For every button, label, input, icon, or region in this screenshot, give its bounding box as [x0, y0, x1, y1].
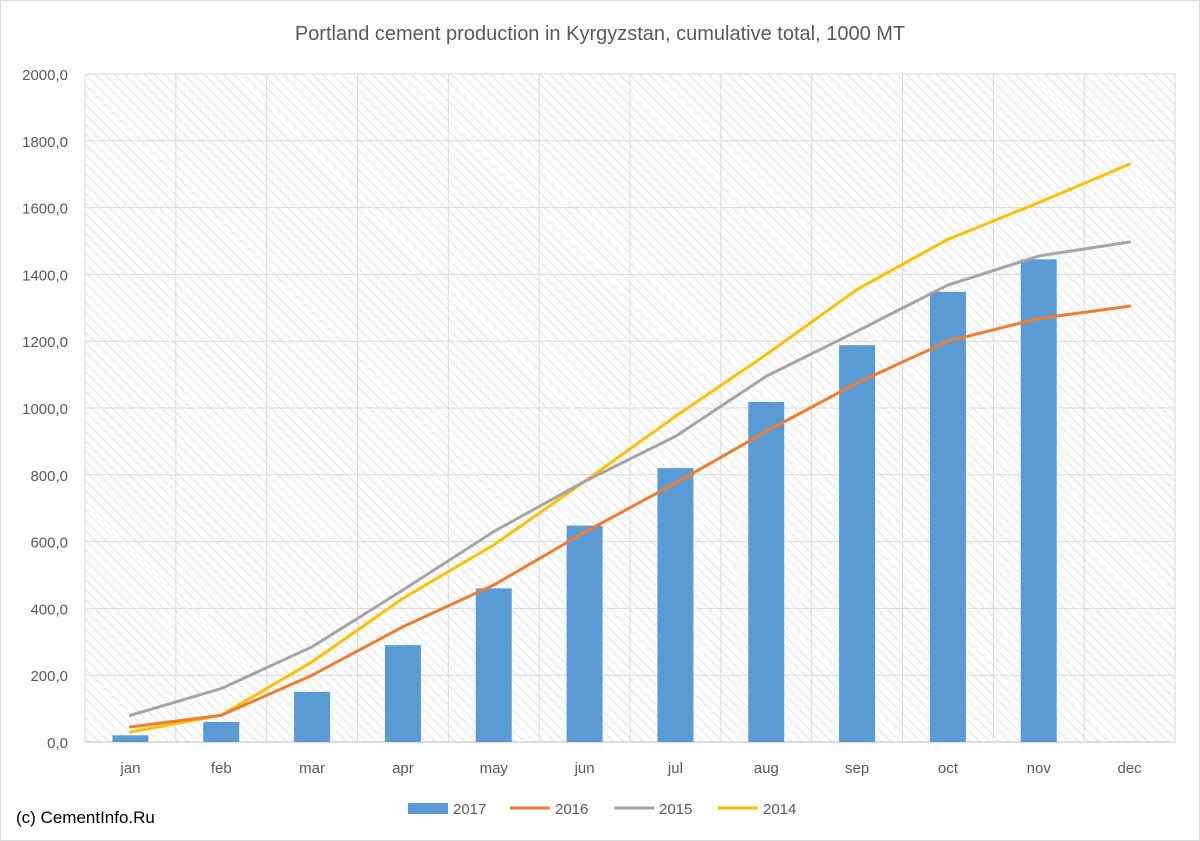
y-tick-label: 1200,0: [22, 334, 68, 351]
bar-2017-jan: [112, 735, 149, 742]
bar-series: [112, 259, 1057, 742]
grid-lines: [84, 73, 1176, 743]
legend-label-2016: 2016: [555, 801, 588, 818]
line-series: [128, 162, 1132, 734]
y-tick-label: 1800,0: [22, 134, 68, 151]
y-tick-label: 200,0: [30, 668, 68, 685]
y-tick-label: 600,0: [30, 535, 68, 552]
bar-2017-feb: [203, 721, 240, 742]
x-tick-label: aug: [754, 760, 779, 777]
x-tick-label: dec: [1117, 760, 1142, 777]
x-tick-label: jun: [574, 760, 595, 777]
y-tick-label: 0,0: [47, 735, 68, 752]
x-tick-label: oct: [938, 760, 959, 777]
x-tick-label: feb: [211, 760, 232, 777]
y-tick-label: 1000,0: [22, 401, 68, 418]
x-tick-label: nov: [1027, 760, 1052, 777]
x-tick-label: jan: [119, 760, 140, 777]
line-2016: [128, 304, 1132, 729]
credit-text: (c) CementInfo.Ru: [16, 808, 155, 827]
x-tick-label: sep: [845, 760, 869, 777]
legend-swatch-2017: [408, 803, 448, 814]
y-tick-label: 2000,0: [22, 67, 68, 84]
x-tick-label: jul: [667, 760, 683, 777]
bar-2017-oct: [929, 291, 966, 742]
bar-2017-jun: [566, 525, 603, 742]
y-tick-label: 400,0: [30, 601, 68, 618]
legend: 2017 2016 2015 2014: [408, 801, 796, 818]
x-tick-label: may: [480, 760, 509, 777]
legend-label-2015: 2015: [659, 801, 692, 818]
y-tick-label: 1600,0: [22, 201, 68, 218]
legend-label-2014: 2014: [763, 801, 796, 818]
bar-2017-aug: [748, 401, 785, 742]
x-axis-tick-labels: jan feb mar apr may jun jul aug sep oct nov dec: [119, 760, 1142, 777]
line-2015: [128, 240, 1132, 717]
bar-2017-may: [475, 588, 512, 742]
x-tick-label: apr: [392, 760, 414, 777]
line-2014: [128, 162, 1132, 734]
y-tick-label: 1400,0: [22, 267, 68, 284]
bar-2017-sep: [839, 345, 876, 742]
bar-2017-nov: [1020, 259, 1057, 742]
bar-2017-jul: [657, 468, 694, 742]
chart-title: Portland cement production in Kyrgyzstan…: [295, 23, 905, 45]
bar-2017-mar: [294, 691, 331, 742]
legend-label-2017: 2017: [453, 801, 486, 818]
bar-2017-apr: [384, 645, 421, 742]
x-tick-label: mar: [299, 760, 325, 777]
y-tick-label: 800,0: [30, 468, 68, 485]
y-axis-tick-labels: 0,0 200,0 400,0 600,0 800,0 1000,0 1200,0 1400,…: [22, 67, 68, 752]
